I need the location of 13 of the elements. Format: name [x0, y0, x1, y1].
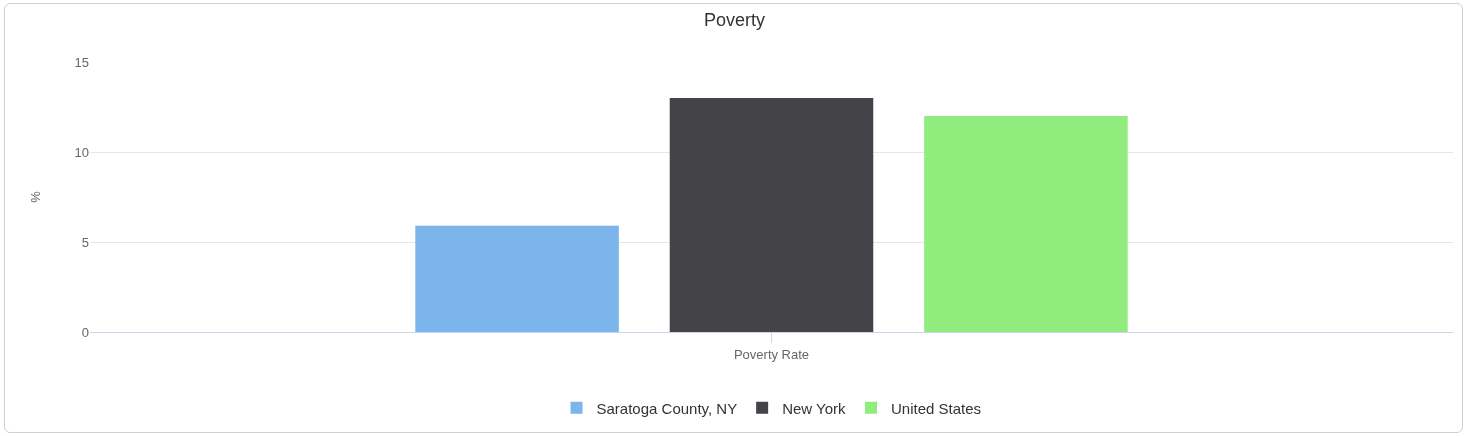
legend-label: United States [891, 399, 982, 417]
bar [415, 225, 619, 332]
y-tick-label: 10 [74, 144, 89, 160]
y-tick-label: 0 [81, 324, 89, 340]
legend-label: Saratoga County, NY [596, 399, 738, 417]
chart-title: Poverty [703, 9, 766, 30]
x-tick-label: Poverty Rate [733, 346, 810, 362]
bar [669, 98, 874, 332]
y-tick-label: 5 [81, 234, 89, 250]
bar [924, 116, 1128, 332]
legend-label: New York [782, 399, 847, 417]
y-axis-title: % [28, 190, 44, 203]
y-tick-label: 15 [74, 54, 89, 70]
